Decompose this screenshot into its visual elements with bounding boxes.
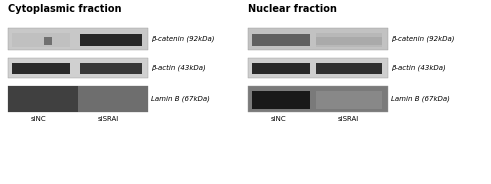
Bar — [316, 33, 382, 47]
Text: siSRAl: siSRAl — [97, 116, 119, 122]
Bar — [80, 34, 142, 46]
Text: Lamin B (67kDa): Lamin B (67kDa) — [391, 96, 450, 102]
Bar — [80, 63, 142, 74]
Bar — [248, 28, 388, 50]
Bar — [248, 58, 388, 78]
Text: siSRAl: siSRAl — [337, 116, 358, 122]
Bar — [8, 86, 148, 112]
Bar — [44, 37, 52, 45]
Text: Lamin B (67kDa): Lamin B (67kDa) — [151, 96, 210, 102]
Bar — [316, 37, 382, 45]
Bar — [12, 63, 70, 74]
Text: β-catenin (92kDa): β-catenin (92kDa) — [391, 36, 455, 42]
Bar — [316, 63, 382, 74]
Text: β-catenin (92kDa): β-catenin (92kDa) — [151, 36, 215, 42]
Text: siNC: siNC — [30, 116, 46, 122]
Text: Nuclear fraction: Nuclear fraction — [248, 4, 337, 14]
Bar — [12, 33, 70, 47]
Bar — [252, 91, 310, 109]
Text: β-actin (43kDa): β-actin (43kDa) — [151, 65, 206, 71]
Text: Cytoplasmic fraction: Cytoplasmic fraction — [8, 4, 121, 14]
Text: siNC: siNC — [270, 116, 286, 122]
Bar — [78, 86, 148, 112]
Bar — [252, 63, 310, 74]
Bar — [8, 58, 148, 78]
Bar — [316, 91, 382, 109]
Text: β-actin (43kDa): β-actin (43kDa) — [391, 65, 446, 71]
Bar — [248, 86, 388, 112]
Bar — [252, 34, 310, 46]
Bar — [8, 86, 78, 112]
Bar — [8, 28, 148, 50]
